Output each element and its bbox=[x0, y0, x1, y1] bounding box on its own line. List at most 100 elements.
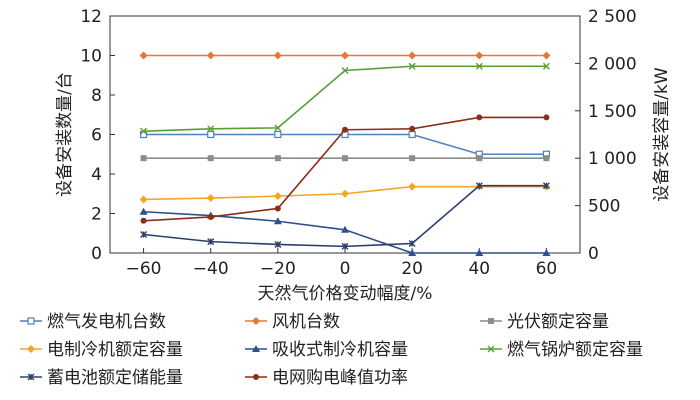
x-axis-ticks: −60 −40 −20 0 20 40 60 bbox=[126, 248, 558, 279]
data-point bbox=[341, 51, 349, 60]
legend-item: 电制冷机额定容量 bbox=[20, 340, 183, 360]
data-point bbox=[342, 155, 348, 162]
data-point bbox=[341, 189, 349, 198]
legend-item: 光伏额定容量 bbox=[480, 312, 609, 332]
data-point bbox=[475, 249, 484, 256]
axes: −60 −40 −20 0 20 40 60 0 2 4 6 8 10 12 0 500 1 000 1 50… bbox=[55, 7, 672, 304]
right-tick-label: 1 000 bbox=[588, 149, 637, 169]
data-point bbox=[542, 51, 551, 60]
data-point bbox=[207, 130, 215, 139]
data-point bbox=[274, 130, 282, 139]
x-tick-label: −20 bbox=[260, 259, 296, 279]
legend-swatch-marker bbox=[252, 317, 260, 325]
data-point bbox=[206, 51, 215, 60]
data-point bbox=[140, 127, 148, 135]
data-point bbox=[207, 125, 215, 133]
data-point bbox=[273, 217, 282, 225]
x-tick-label: 40 bbox=[468, 259, 490, 279]
data-point bbox=[341, 225, 349, 233]
series-2 bbox=[140, 155, 550, 162]
right-axis-label: 设备安装容量/kW bbox=[652, 67, 672, 202]
legend-swatch-marker bbox=[487, 345, 495, 353]
data-point bbox=[274, 124, 282, 132]
right-tick-label: 0 bbox=[588, 244, 599, 264]
legend-label: 吸收式制冷机容量 bbox=[272, 340, 408, 360]
x-tick-label: −60 bbox=[126, 259, 162, 279]
data-point bbox=[139, 195, 148, 204]
legend-swatch-marker bbox=[253, 374, 259, 380]
data-point bbox=[408, 51, 417, 60]
x-tick-label: −40 bbox=[193, 259, 229, 279]
data-point bbox=[341, 67, 349, 75]
x-tick-label: 60 bbox=[536, 259, 558, 279]
data-point bbox=[273, 192, 282, 201]
legend-label: 光伏额定容量 bbox=[507, 312, 609, 332]
data-point bbox=[139, 207, 148, 215]
left-tick-label: 4 bbox=[91, 165, 102, 185]
data-point bbox=[274, 205, 281, 212]
left-axis-label: 设备安装数量/台 bbox=[55, 72, 75, 197]
left-tick-label: 10 bbox=[80, 47, 102, 67]
data-point bbox=[341, 242, 349, 250]
series-7 bbox=[140, 114, 550, 224]
x-tick-label: 20 bbox=[401, 259, 423, 279]
legend-swatch-marker bbox=[27, 345, 35, 353]
data-point bbox=[408, 249, 417, 256]
left-tick-label: 0 bbox=[91, 244, 102, 264]
series-5 bbox=[140, 62, 550, 135]
series-6 bbox=[140, 182, 550, 250]
data-point bbox=[408, 62, 416, 70]
legend-item: 蓄电池额定储能量 bbox=[20, 368, 183, 388]
data-point bbox=[475, 62, 483, 70]
data-point bbox=[207, 155, 214, 162]
data-point bbox=[542, 249, 551, 256]
data-point bbox=[274, 155, 281, 162]
data-point bbox=[543, 114, 550, 121]
data-point bbox=[207, 213, 214, 220]
legend-label: 蓄电池额定储能量 bbox=[47, 368, 183, 388]
legend-item: 燃气发电机台数 bbox=[20, 312, 166, 332]
series-1 bbox=[139, 51, 551, 60]
x-tick-label: 0 bbox=[340, 259, 351, 279]
legend-label: 电制冷机额定容量 bbox=[47, 340, 183, 360]
left-tick-label: 8 bbox=[91, 86, 102, 106]
left-axis-ticks: 0 2 4 6 8 10 12 bbox=[80, 7, 115, 264]
x-axis-label: 天然气价格变动幅度/% bbox=[258, 284, 433, 304]
data-point bbox=[408, 240, 416, 248]
data-point bbox=[140, 217, 147, 224]
legend-swatch-marker bbox=[252, 345, 260, 352]
legend-label: 电网购电峰值功率 bbox=[272, 368, 408, 388]
data-point bbox=[409, 125, 416, 132]
legend-label: 风机台数 bbox=[272, 312, 340, 332]
legend-label: 燃气发电机台数 bbox=[47, 312, 166, 332]
left-tick-label: 2 bbox=[91, 205, 102, 225]
right-axis-ticks: 0 500 1 000 1 500 2 000 2 500 bbox=[575, 7, 637, 264]
data-point bbox=[408, 130, 416, 139]
data-point bbox=[140, 155, 147, 162]
data-point bbox=[139, 51, 148, 60]
data-point bbox=[476, 114, 483, 121]
right-tick-label: 500 bbox=[588, 197, 620, 217]
legend-swatch-marker bbox=[27, 373, 35, 381]
data-point bbox=[140, 231, 148, 239]
right-tick-label: 2 000 bbox=[588, 54, 637, 74]
legend-item: 燃气锅炉额定容量 bbox=[480, 340, 643, 360]
left-tick-label: 12 bbox=[80, 7, 102, 27]
data-point bbox=[476, 155, 483, 162]
legend-label: 燃气锅炉额定容量 bbox=[507, 340, 643, 360]
series-line bbox=[143, 65, 547, 132]
legend-item: 电网购电峰值功率 bbox=[245, 368, 408, 388]
legend-swatch-marker bbox=[488, 318, 494, 324]
data-point bbox=[273, 51, 282, 60]
series-layer bbox=[139, 51, 551, 256]
data-point bbox=[274, 240, 282, 248]
series-0 bbox=[139, 130, 551, 158]
legend-item: 风机台数 bbox=[245, 312, 340, 332]
data-point bbox=[475, 51, 484, 60]
data-point bbox=[342, 126, 348, 133]
left-tick-label: 6 bbox=[91, 126, 102, 146]
data-point bbox=[409, 155, 416, 162]
data-point bbox=[543, 155, 550, 162]
